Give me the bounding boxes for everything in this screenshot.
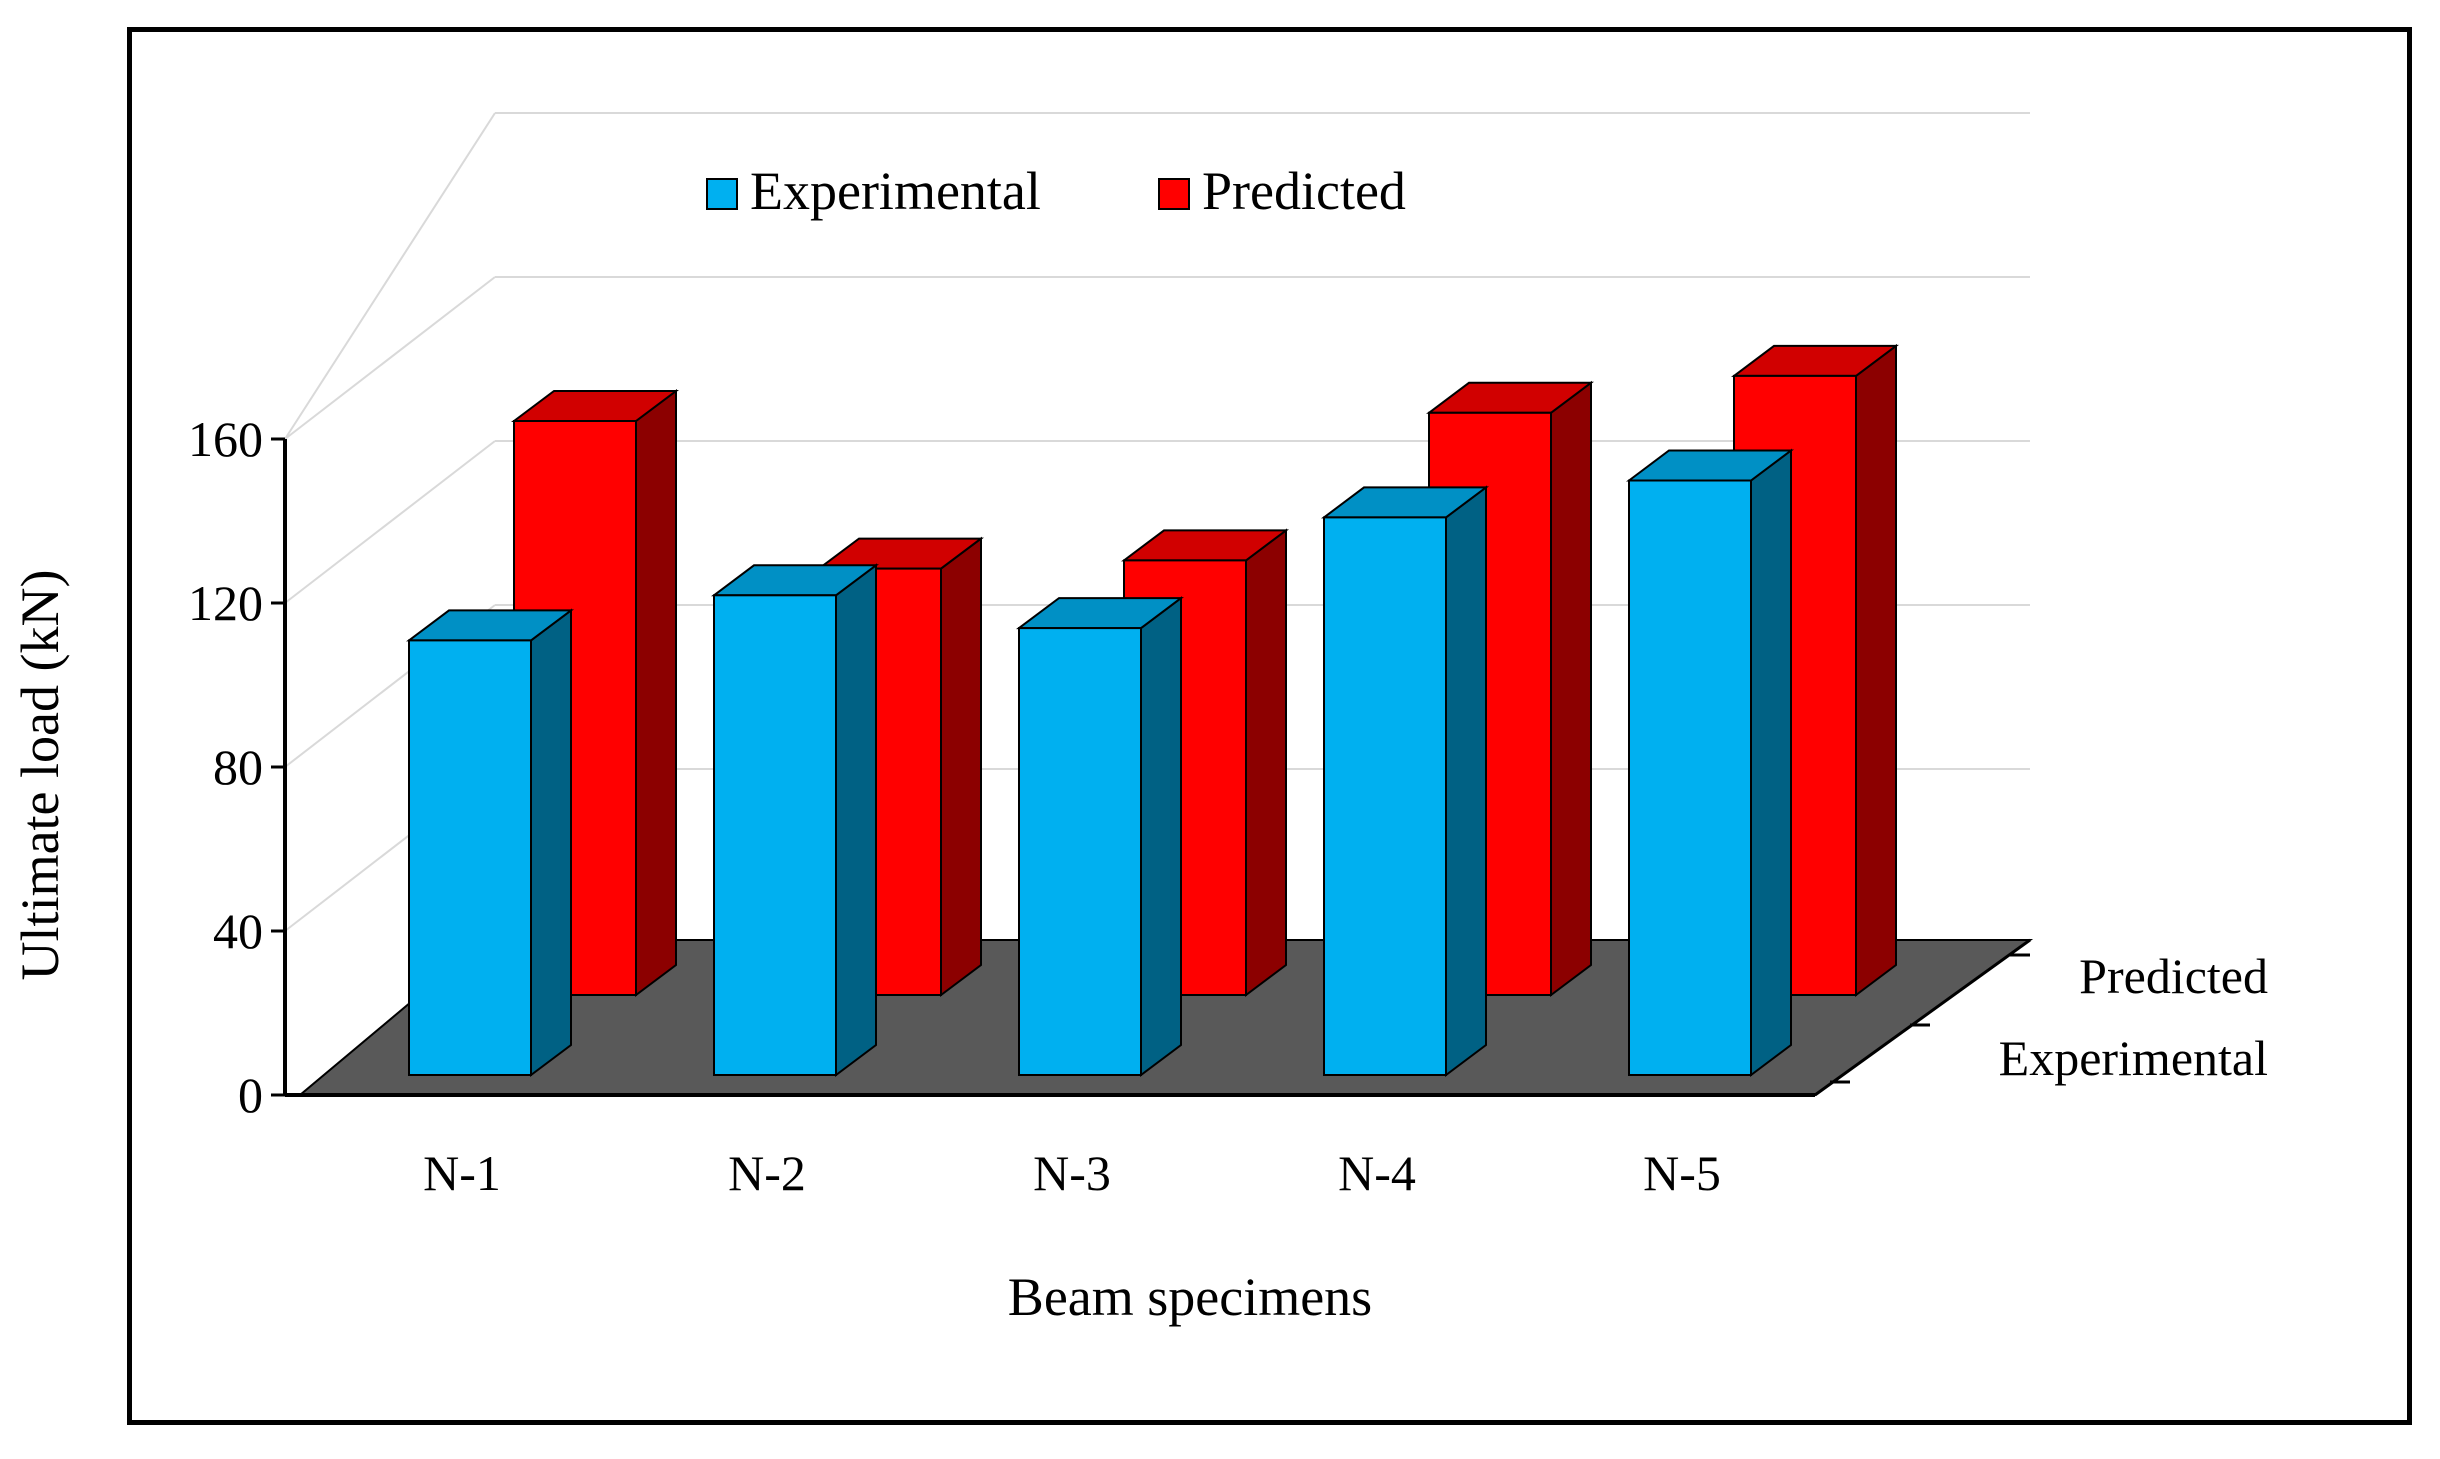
x-axis-title: Beam specimens bbox=[1008, 1267, 1372, 1327]
gridline-diagonal-top bbox=[284, 112, 496, 440]
bar-experimental-n-2-side bbox=[835, 563, 877, 1077]
legend-item-experimental[interactable]: Experimental bbox=[706, 161, 1041, 221]
depth-label-experimental: Experimental bbox=[1999, 1030, 2268, 1086]
experimental-series bbox=[406, 448, 1794, 1077]
depth-axis-line bbox=[1814, 938, 2031, 1097]
bar-experimental-n-3-front bbox=[1018, 627, 1142, 1076]
bar-experimental-n-2-front bbox=[713, 594, 837, 1076]
legend-swatch-experimental bbox=[706, 178, 738, 210]
x-category-labels: N-1 N-2 N-3 N-4 N-5 bbox=[423, 1145, 1721, 1201]
bar-experimental-n-4 bbox=[1321, 485, 1489, 1077]
bar-predicted-n-1-side bbox=[635, 389, 677, 997]
bar-experimental-n-3 bbox=[1016, 596, 1184, 1077]
depth-label-predicted: Predicted bbox=[2079, 948, 2268, 1004]
y-tick-label: 120 bbox=[188, 575, 263, 631]
bar-experimental-n-5-side bbox=[1750, 448, 1792, 1077]
bar-experimental-n-1-front bbox=[408, 639, 532, 1077]
y-tick-label: 80 bbox=[213, 739, 263, 795]
gridline-diagonal bbox=[284, 276, 496, 440]
x-tick-label: N-1 bbox=[423, 1145, 501, 1201]
y-axis bbox=[271, 437, 287, 1097]
bar-experimental-n-5 bbox=[1626, 448, 1794, 1077]
bar-predicted-n-5-side bbox=[1855, 343, 1897, 997]
x-tick-label: N-5 bbox=[1643, 1145, 1721, 1201]
bar-experimental-n-4-side bbox=[1445, 485, 1487, 1077]
legend-label-predicted: Predicted bbox=[1202, 161, 1406, 221]
x-tick-label: N-4 bbox=[1338, 1145, 1416, 1201]
bar-experimental-n-4-front bbox=[1323, 516, 1447, 1076]
bar-experimental-n-5-front bbox=[1628, 479, 1752, 1076]
bar-experimental-n-1-side bbox=[530, 608, 572, 1077]
bar-experimental-n-2 bbox=[711, 563, 879, 1077]
y-axis-title: Ultimate load (kN) bbox=[10, 570, 70, 981]
x-tick-label: N-2 bbox=[728, 1145, 806, 1201]
y-tick-label: 0 bbox=[238, 1067, 263, 1123]
legend: Experimental Predicted bbox=[706, 161, 1406, 221]
legend-label-experimental: Experimental bbox=[750, 161, 1041, 221]
x-tick-label: N-3 bbox=[1033, 1145, 1111, 1201]
bar-predicted-n-3-side bbox=[1245, 528, 1287, 997]
bar-predicted-n-4-side bbox=[1550, 380, 1592, 997]
bar-experimental-n-1 bbox=[406, 608, 574, 1077]
y-tick-label: 160 bbox=[188, 411, 263, 467]
legend-item-predicted[interactable]: Predicted bbox=[1158, 161, 1406, 221]
bar-predicted-n-2-side bbox=[940, 536, 982, 997]
y-tick-labels: 0 40 80 120 160 bbox=[188, 411, 263, 1123]
legend-swatch-predicted bbox=[1158, 178, 1190, 210]
y-tick-label: 40 bbox=[213, 903, 263, 959]
bar-experimental-n-3-side bbox=[1140, 596, 1182, 1077]
gridline-diagonal bbox=[284, 440, 496, 604]
